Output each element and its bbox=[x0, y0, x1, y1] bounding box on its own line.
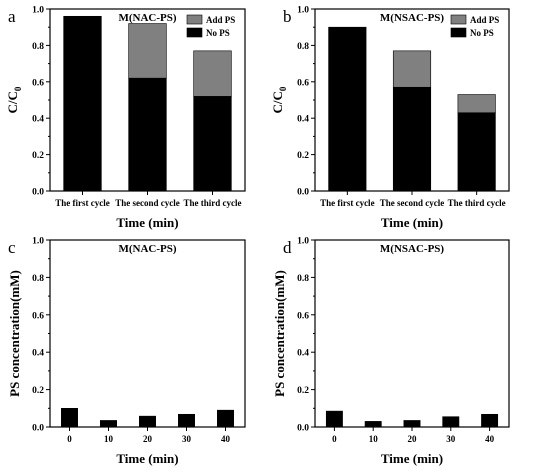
y-tick-label: 1.0 bbox=[297, 237, 309, 247]
chart-title: M(NAC-PS) bbox=[118, 12, 176, 24]
x-tick-label: The second cycle bbox=[380, 198, 445, 208]
bar-ps-1 bbox=[364, 421, 382, 428]
legend-swatch bbox=[186, 27, 203, 38]
bar-no-ps-2 bbox=[193, 96, 232, 192]
panel-a: a M(NAC-PS) The first cycle The second cycl… bbox=[5, 6, 246, 230]
bar-ps-2 bbox=[403, 420, 421, 428]
y-tick-label: 0.6 bbox=[32, 311, 44, 321]
bar-add-ps-1 bbox=[128, 23, 167, 79]
x-tick-label: 30 bbox=[182, 434, 192, 444]
panel-letter: b bbox=[283, 7, 292, 26]
y-tick-label: 0.0 bbox=[32, 188, 44, 198]
chart-title: M(NSAC-PS) bbox=[380, 12, 444, 24]
x-tick-label: The first cycle bbox=[55, 198, 109, 208]
y-axis-title-sub: 0 bbox=[13, 86, 23, 91]
y-tick-label: 0.4 bbox=[297, 349, 309, 359]
plot-frame bbox=[314, 239, 510, 428]
legend-label: No PS bbox=[470, 28, 494, 38]
panel-b: b M(NSAC-PS) The first cycle The second cyc… bbox=[270, 6, 510, 230]
bar-no-ps-0 bbox=[328, 26, 367, 192]
bar-add-ps-2 bbox=[457, 94, 496, 114]
bar-ps-2 bbox=[139, 415, 156, 428]
y-axis-title: C/C0 bbox=[270, 86, 288, 113]
x-tick-label: The third cycle bbox=[448, 198, 506, 208]
plot-frame bbox=[49, 239, 246, 428]
panel-c: c M(NAC-PS) 0 10 20 30 40 0.0 0.2 0.4 0.6 0.8 1.0 Tim… bbox=[7, 237, 246, 466]
x-tick-label: 30 bbox=[446, 434, 456, 444]
y-axis-title: C/C0 bbox=[5, 86, 23, 113]
bar-no-ps-2 bbox=[457, 112, 496, 192]
x-tick-label: 10 bbox=[104, 434, 114, 444]
x-tick-label: 20 bbox=[143, 434, 153, 444]
legend-swatch bbox=[450, 27, 467, 38]
bar-add-ps-1 bbox=[392, 50, 432, 88]
x-tick-label: 10 bbox=[369, 434, 379, 444]
legend-label: Add PS bbox=[206, 15, 235, 25]
y-tick-label: 0.0 bbox=[297, 188, 309, 198]
chart-title: M(NAC-PS) bbox=[118, 243, 176, 255]
bar-no-ps-1 bbox=[392, 86, 432, 192]
y-tick-label: 0.2 bbox=[297, 151, 309, 161]
y-tick-label: 0.2 bbox=[32, 386, 44, 396]
y-tick-label: 0.8 bbox=[32, 274, 44, 284]
bar-ps-0 bbox=[61, 407, 78, 428]
y-tick-label: 0.6 bbox=[32, 78, 44, 88]
y-tick-label: 0.6 bbox=[297, 311, 309, 321]
x-tick-label: The first cycle bbox=[320, 198, 374, 208]
bar-ps-1 bbox=[100, 420, 117, 428]
y-tick-label: 1.0 bbox=[297, 6, 309, 16]
y-tick-label: 1.0 bbox=[32, 237, 44, 247]
x-tick-label: 40 bbox=[485, 434, 495, 444]
x-axis-title: Time (min) bbox=[116, 451, 178, 466]
y-tick-label: 0.2 bbox=[297, 386, 309, 396]
y-axis-title: PS concentration(mM) bbox=[272, 270, 287, 397]
bar-ps-0 bbox=[325, 410, 343, 428]
y-tick-label: 1.0 bbox=[32, 6, 44, 16]
bar-add-ps-2 bbox=[193, 50, 232, 97]
panel-letter: d bbox=[283, 238, 292, 257]
y-tick-label: 0.8 bbox=[32, 42, 44, 52]
bar-ps-3 bbox=[442, 416, 460, 428]
bar-no-ps-1 bbox=[128, 77, 167, 192]
legend-label: Add PS bbox=[470, 15, 499, 25]
y-tick-label: 0.4 bbox=[297, 115, 309, 125]
legend: Add PS No PS bbox=[186, 14, 235, 38]
x-axis-title: Time (min) bbox=[381, 215, 443, 230]
y-axis-title-main: C/C bbox=[270, 91, 285, 113]
legend-label: No PS bbox=[206, 28, 230, 38]
legend-swatch bbox=[186, 14, 203, 25]
y-axis-title: PS concentration(mM) bbox=[7, 270, 22, 397]
y-tick-label: 0.8 bbox=[297, 274, 309, 284]
x-tick-label: 0 bbox=[67, 434, 72, 444]
chart-title: M(NSAC-PS) bbox=[380, 243, 444, 255]
y-tick-label: 0.4 bbox=[32, 349, 44, 359]
panel-letter: a bbox=[8, 7, 16, 26]
x-tick-label: 20 bbox=[408, 434, 418, 444]
x-axis-title: Time (min) bbox=[116, 215, 178, 230]
y-tick-label: 0.6 bbox=[297, 78, 309, 88]
y-tick-label: 0.2 bbox=[32, 151, 44, 161]
x-axis-title: Time (min) bbox=[381, 451, 443, 466]
legend: Add PS No PS bbox=[450, 14, 499, 38]
legend-swatch bbox=[450, 14, 467, 25]
panel-d: d M(NSAC-PS) 0 10 20 30 40 0.0 0.2 0.4 0.6 0.8 1.0 Ti… bbox=[272, 237, 510, 466]
y-tick-label: 0.0 bbox=[297, 424, 309, 434]
bar-ps-4 bbox=[217, 409, 234, 428]
y-tick-label: 0.0 bbox=[32, 424, 44, 434]
x-tick-label: 0 bbox=[332, 434, 337, 444]
y-axis-title-sub: 0 bbox=[278, 86, 288, 91]
x-tick-label: The second cycle bbox=[115, 198, 180, 208]
x-tick-label: 40 bbox=[221, 434, 231, 444]
bar-no-ps-0 bbox=[63, 15, 102, 192]
y-tick-label: 0.8 bbox=[297, 42, 309, 52]
bar-ps-4 bbox=[481, 413, 499, 428]
y-axis-title-main: C/C bbox=[5, 91, 20, 113]
bar-ps-3 bbox=[178, 413, 195, 428]
panel-letter: c bbox=[8, 238, 16, 257]
x-tick-label: The third cycle bbox=[184, 198, 242, 208]
y-tick-label: 0.4 bbox=[32, 115, 44, 125]
